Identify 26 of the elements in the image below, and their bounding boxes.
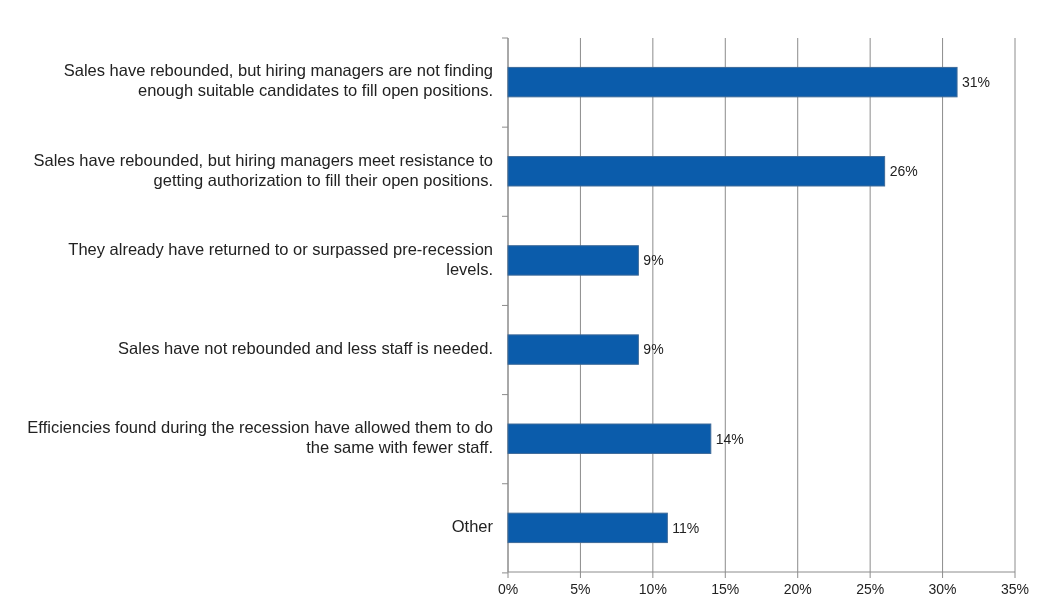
y-tick-label: Efficiencies found during the recession have allowed them to do the same with fewer staff. [27,418,493,457]
x-tick-label: 10% [638,581,667,597]
bar [507,156,886,187]
data-label: 14% [715,430,744,447]
x-tick-label: 35% [1000,581,1030,597]
data-label: 9% [643,252,664,269]
bar [507,512,668,544]
y-tick-label: Sales have rebounded, but hiring managers are not finding enough suitable candidates to fill open positions. [63,61,493,100]
y-tick-label: Other [451,517,494,536]
x-tick-label: 30% [928,581,957,597]
bar [507,66,958,98]
data-label: 31% [962,74,991,91]
data-label: 26% [889,163,918,180]
y-tick-label: Sales have rebounded, but hiring managers meet resistance to getting authorization to fill their open positions. [33,150,493,189]
x-tick-label: 0% [497,581,519,597]
x-tick-label: 25% [856,581,885,597]
x-tick-label: 20% [783,581,812,597]
bar [507,245,639,276]
y-tick-label: Sales have not rebounded and less staff is needed. [118,338,493,357]
x-tick-label: 15% [711,581,740,597]
bar [507,334,639,365]
bar [507,423,712,454]
data-label: 9% [643,341,664,358]
data-label: 11% [672,519,700,536]
x-tick-label: 5% [570,581,591,597]
y-tick-label: They already have returned to or surpassed pre-recession levels. [68,239,493,278]
